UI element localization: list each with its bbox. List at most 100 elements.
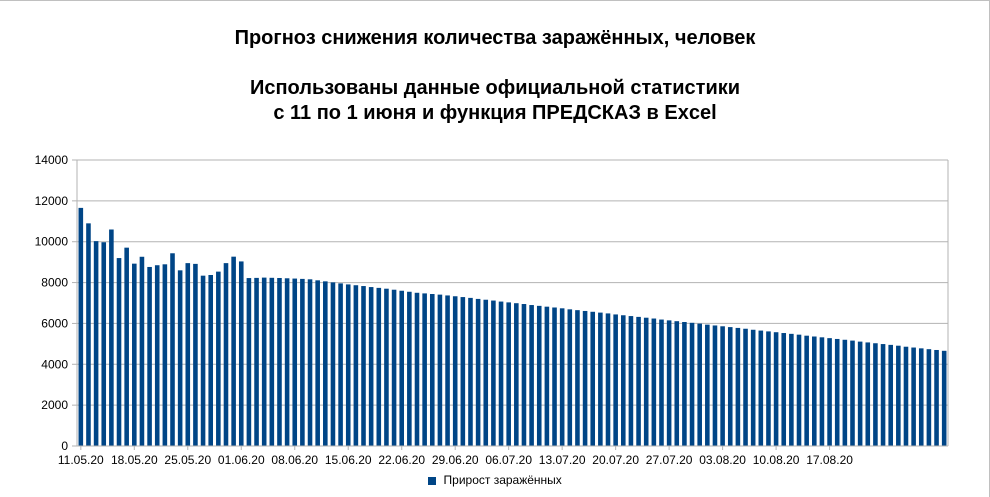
bar bbox=[789, 333, 794, 446]
bar bbox=[460, 297, 466, 446]
bar bbox=[78, 207, 84, 446]
bar bbox=[284, 278, 290, 446]
bar bbox=[697, 323, 702, 446]
bar bbox=[491, 300, 496, 446]
bar bbox=[307, 279, 313, 446]
bar bbox=[521, 304, 527, 446]
bar bbox=[86, 223, 91, 446]
bar bbox=[628, 316, 634, 446]
bar bbox=[552, 307, 557, 446]
bar bbox=[353, 285, 359, 446]
bar bbox=[796, 334, 802, 446]
bar bbox=[277, 277, 282, 446]
bar bbox=[246, 278, 252, 446]
bar bbox=[758, 330, 764, 446]
x-tick-label: 10.08.20 bbox=[753, 453, 800, 467]
bar bbox=[743, 328, 748, 446]
bar bbox=[399, 290, 405, 446]
bar bbox=[422, 293, 427, 446]
bar bbox=[483, 299, 489, 446]
bar bbox=[773, 332, 779, 446]
bar bbox=[292, 278, 298, 446]
x-tick-label: 17.08.20 bbox=[806, 453, 853, 467]
x-axis-tick-labels: 11.05.20 18.05.20 25.05.20 01.06.20 08.06.20… bbox=[58, 453, 853, 467]
bar bbox=[414, 292, 420, 446]
bar bbox=[200, 275, 206, 446]
bar bbox=[498, 301, 504, 446]
y-tick-label: 14000 bbox=[35, 153, 69, 167]
bar bbox=[407, 291, 412, 446]
bar bbox=[139, 256, 145, 446]
bar bbox=[850, 340, 855, 446]
bar bbox=[529, 305, 534, 446]
bar bbox=[804, 335, 809, 446]
bar-series bbox=[78, 207, 947, 446]
bar bbox=[834, 338, 840, 446]
bar bbox=[238, 261, 244, 446]
bar bbox=[559, 308, 565, 446]
x-tick-label: 29.06.20 bbox=[432, 453, 479, 467]
x-tick-label: 03.08.20 bbox=[699, 453, 746, 467]
bar bbox=[254, 277, 259, 446]
x-tick-label: 25.05.20 bbox=[164, 453, 211, 467]
bar bbox=[682, 321, 687, 446]
bar bbox=[896, 345, 901, 446]
y-tick-label: 12000 bbox=[35, 194, 69, 208]
bar bbox=[651, 318, 657, 446]
y-tick-label: 4000 bbox=[41, 357, 68, 371]
bar bbox=[903, 346, 909, 446]
bar bbox=[873, 343, 878, 446]
x-tick-label: 20.07.20 bbox=[592, 453, 639, 467]
bar bbox=[132, 263, 137, 446]
y-tick-label: 2000 bbox=[41, 398, 68, 412]
bar bbox=[116, 258, 122, 446]
x-tick-label: 27.07.20 bbox=[646, 453, 693, 467]
bar bbox=[842, 339, 848, 446]
bar bbox=[575, 310, 580, 446]
bar bbox=[911, 347, 916, 446]
bar bbox=[727, 327, 733, 446]
bar bbox=[865, 342, 871, 446]
bar bbox=[674, 321, 680, 446]
bar bbox=[582, 310, 588, 446]
legend-swatch bbox=[428, 476, 437, 485]
bar-chart-plot: 0 2000 4000 6000 8000 10000 12000 14000 11.05.2… bbox=[35, 153, 949, 467]
bar bbox=[429, 294, 435, 446]
x-tick-label: 18.05.20 bbox=[111, 453, 158, 467]
bar bbox=[93, 241, 99, 446]
chart-title: Прогноз снижения количества заражённых, … bbox=[234, 27, 756, 49]
chart-frame-top bbox=[0, 0, 990, 1]
y-tick-label: 8000 bbox=[41, 276, 68, 290]
axes bbox=[76, 160, 949, 450]
bar bbox=[376, 287, 382, 446]
x-tick-label: 13.07.20 bbox=[539, 453, 586, 467]
bar bbox=[109, 229, 114, 446]
legend-label: Прирост заражённых bbox=[443, 473, 562, 487]
chart-subtitle-line-1: Использованы данные официальной статисти… bbox=[249, 77, 741, 99]
bar bbox=[659, 319, 664, 446]
x-tick-label: 15.06.20 bbox=[325, 453, 372, 467]
bar bbox=[605, 313, 611, 446]
bar bbox=[926, 349, 932, 446]
y-axis-tick-labels: 0 2000 4000 6000 8000 10000 12000 14000 bbox=[35, 153, 69, 453]
bar bbox=[819, 337, 825, 446]
y-tick-label: 0 bbox=[61, 439, 68, 453]
bar bbox=[536, 305, 542, 446]
bar bbox=[361, 286, 366, 446]
bar bbox=[391, 289, 397, 446]
bar bbox=[941, 350, 947, 446]
bar bbox=[261, 277, 267, 446]
bar bbox=[452, 296, 458, 446]
bar bbox=[368, 287, 374, 446]
bar bbox=[735, 327, 741, 446]
bar bbox=[934, 349, 939, 446]
bar bbox=[185, 263, 191, 446]
bar bbox=[445, 295, 450, 446]
bar bbox=[475, 298, 481, 446]
bar bbox=[705, 324, 710, 446]
x-tick-label: 06.07.20 bbox=[485, 453, 532, 467]
bar bbox=[514, 303, 519, 446]
bar bbox=[620, 315, 626, 446]
bar bbox=[636, 316, 641, 446]
bar bbox=[216, 271, 221, 446]
